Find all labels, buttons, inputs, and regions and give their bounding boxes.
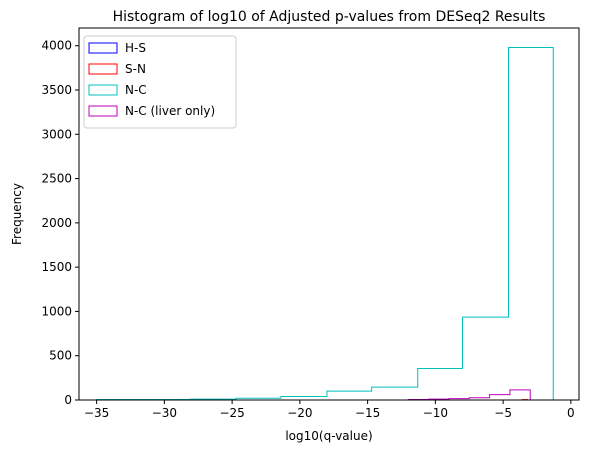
legend-label: S-N bbox=[125, 62, 146, 76]
x-tick-label: −5 bbox=[494, 406, 512, 420]
y-tick-label: 3500 bbox=[41, 83, 72, 97]
y-tick-label: 3000 bbox=[41, 127, 72, 141]
y-tick-label: 4000 bbox=[41, 39, 72, 53]
x-tick-label: −30 bbox=[152, 406, 177, 420]
y-tick-label: 500 bbox=[49, 349, 72, 363]
legend-label: N-C bbox=[125, 83, 147, 97]
series-step-3 bbox=[407, 389, 554, 401]
y-tick-label: 0 bbox=[64, 393, 72, 407]
axes-frame bbox=[78, 27, 580, 401]
x-axis-ticks: −35 −30 −25 −20 −15 −10 −5 0 bbox=[84, 400, 575, 420]
legend-box bbox=[83, 35, 237, 129]
series-step-2 bbox=[96, 46, 554, 401]
x-tick-label: −20 bbox=[287, 406, 312, 420]
x-tick-label: −15 bbox=[355, 406, 380, 420]
x-tick-label: −25 bbox=[219, 406, 244, 420]
y-tick-label: 1500 bbox=[41, 260, 72, 274]
x-tick-label: −35 bbox=[84, 406, 109, 420]
y-tick-label: 2500 bbox=[41, 172, 72, 186]
legend: H-S S-N N-C N-C (liver only) bbox=[83, 35, 237, 129]
legend-swatch bbox=[88, 42, 118, 54]
legend-swatch bbox=[88, 63, 118, 75]
x-axis-label: log10(q-value) bbox=[285, 429, 372, 443]
legend-swatch bbox=[88, 84, 118, 96]
y-axis-label: Frequency bbox=[10, 183, 24, 245]
chart-title: Histogram of log10 of Adjusted p-values … bbox=[113, 9, 546, 25]
y-tick-label: 1000 bbox=[41, 304, 72, 318]
legend-label: H-S bbox=[125, 41, 146, 55]
y-tick-label: 2000 bbox=[41, 216, 72, 230]
legend-label: N-C (liver only) bbox=[125, 104, 215, 118]
y-axis-ticks: 0 500 1000 1500 2000 2500 3000 3500 4000 bbox=[41, 39, 79, 407]
x-tick-label: −10 bbox=[423, 406, 448, 420]
legend-swatch bbox=[88, 105, 118, 117]
x-tick-label: 0 bbox=[567, 406, 575, 420]
